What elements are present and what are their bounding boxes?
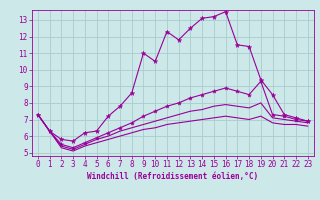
X-axis label: Windchill (Refroidissement éolien,°C): Windchill (Refroidissement éolien,°C): [87, 172, 258, 181]
